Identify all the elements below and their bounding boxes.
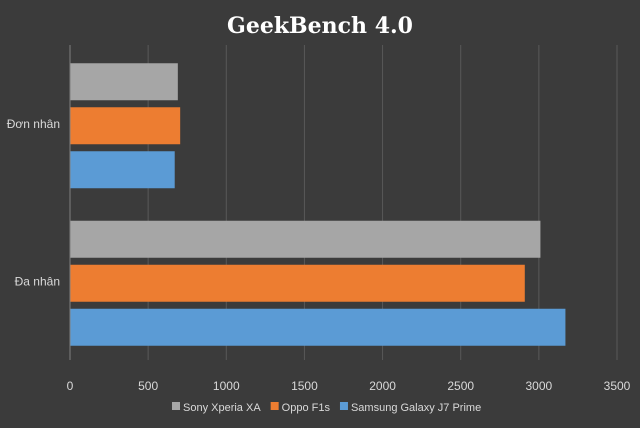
legend-label: Sony Xperia XA — [183, 402, 261, 414]
bar-2 — [70, 264, 525, 302]
bars — [70, 63, 566, 346]
bar-3 — [70, 308, 566, 346]
legend-label: Samsung Galaxy J7 Prime — [351, 402, 481, 414]
bar-3 — [70, 151, 175, 189]
axes: 0 500 1000 1500 2000 2500 3000 3500 Đơn nhân Đa n… — [7, 45, 631, 393]
bar-1 — [70, 63, 178, 101]
x-tick-label: 0 — [67, 379, 74, 393]
bar-2 — [70, 107, 181, 145]
category-label: Đa nhân — [15, 274, 60, 288]
legend: Sony Xperia XA Oppo F1s Samsung Galaxy J7 … — [172, 402, 481, 414]
x-tick-label: 2000 — [369, 379, 396, 393]
legend-swatch — [270, 402, 279, 410]
chart-title: GeekBench 4.0 — [227, 13, 413, 39]
legend-label: Oppo F1s — [282, 402, 331, 414]
bar-1 — [70, 220, 541, 258]
x-tick-label: 1500 — [291, 379, 318, 393]
legend-swatch — [339, 402, 348, 410]
grid-lines — [147, 45, 618, 360]
x-tick-label: 500 — [138, 379, 158, 393]
x-tick-label: 3000 — [526, 379, 553, 393]
x-tick-label: 1000 — [213, 379, 240, 393]
x-tick-label: 3500 — [604, 379, 631, 393]
legend-swatch — [172, 402, 180, 410]
category-label: Đơn nhân — [7, 117, 60, 131]
x-tick-label: 2500 — [447, 379, 474, 393]
